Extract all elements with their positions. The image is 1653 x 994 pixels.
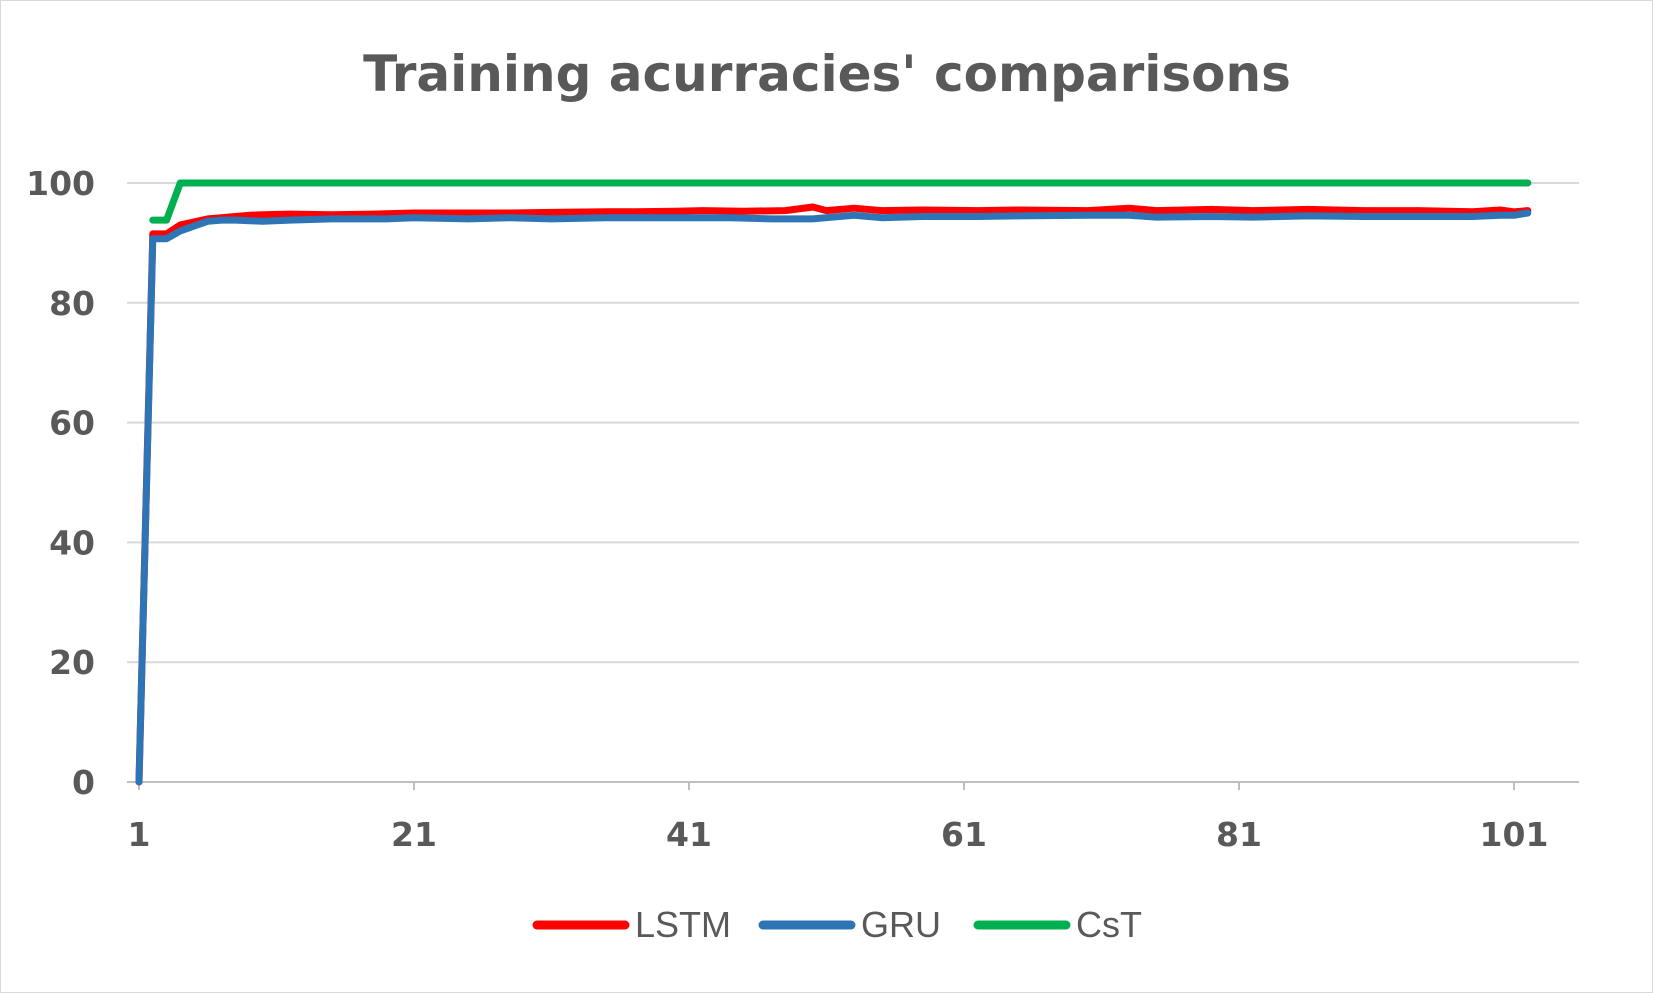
grid-lines bbox=[127, 182, 1579, 664]
legend-label-cst: CsT bbox=[1076, 904, 1142, 945]
chart-title: Training acurracies' comparisons bbox=[363, 45, 1291, 103]
x-tick-label: 81 bbox=[1216, 815, 1262, 854]
series-line-lstm bbox=[135, 203, 1532, 786]
y-tick-label: 40 bbox=[49, 523, 95, 562]
x-tick-label: 21 bbox=[391, 815, 437, 854]
legend-label-lstm: LSTM bbox=[635, 904, 731, 945]
series-line-gru bbox=[135, 209, 1532, 786]
series-line-cst bbox=[149, 179, 1532, 224]
x-tick-label: 1 bbox=[128, 815, 151, 854]
series-lines bbox=[135, 179, 1532, 786]
y-tick-label: 80 bbox=[49, 284, 95, 323]
legend-label-gru: GRU bbox=[861, 904, 941, 945]
x-tick-label: 41 bbox=[666, 815, 712, 854]
y-tick-label: 0 bbox=[72, 763, 95, 802]
axes: 0 20 40 60 80 100 1 21 41 61 81 101 bbox=[26, 164, 1579, 854]
x-tick-label: 61 bbox=[941, 815, 987, 854]
y-tick-label: 20 bbox=[49, 643, 95, 682]
x-tick-label: 101 bbox=[1480, 815, 1549, 854]
y-tick-label: 60 bbox=[49, 404, 95, 443]
legend: LSTM GRU CsT bbox=[532, 904, 1142, 945]
y-tick-label: 100 bbox=[26, 164, 95, 203]
